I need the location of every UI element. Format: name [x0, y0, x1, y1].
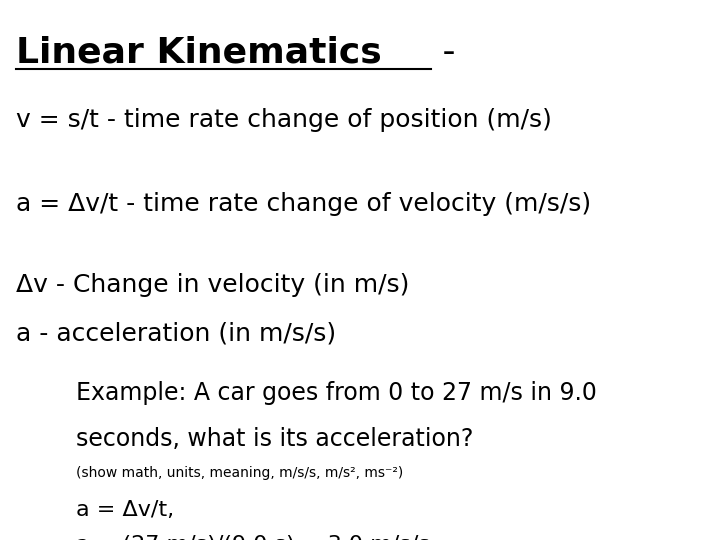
- Text: seconds, what is its acceleration?: seconds, what is its acceleration?: [76, 427, 473, 450]
- Text: -: -: [431, 35, 455, 69]
- Text: a = Δv/t - time rate change of velocity (m/s/s): a = Δv/t - time rate change of velocity …: [16, 192, 591, 215]
- Text: Δv - Change in velocity (in m/s): Δv - Change in velocity (in m/s): [16, 273, 409, 296]
- Text: v = s/t - time rate change of position (m/s): v = s/t - time rate change of position (…: [16, 108, 552, 132]
- Text: a - acceleration (in m/s/s): a - acceleration (in m/s/s): [16, 321, 336, 345]
- Text: Example: A car goes from 0 to 27 m/s in 9.0: Example: A car goes from 0 to 27 m/s in …: [76, 381, 596, 404]
- Text: (show math, units, meaning, m/s/s, m/s², ms⁻²): (show math, units, meaning, m/s/s, m/s²,…: [76, 466, 403, 480]
- Text: Linear Kinematics: Linear Kinematics: [16, 35, 382, 69]
- Text: a = (27 m/s)/(9.0 s) = 3.0 m/s/s: a = (27 m/s)/(9.0 s) = 3.0 m/s/s: [76, 535, 430, 540]
- Text: a = Δv/t,: a = Δv/t,: [76, 500, 174, 519]
